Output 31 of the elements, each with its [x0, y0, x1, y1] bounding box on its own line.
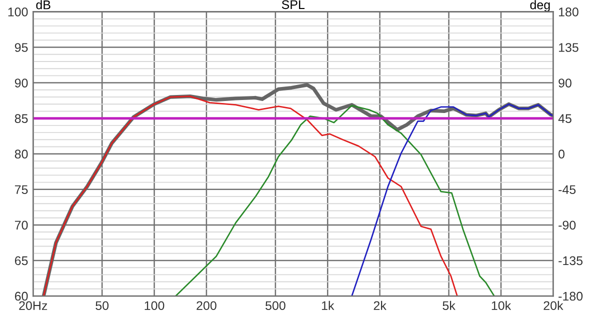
y-tick-label: 60 [14, 292, 28, 301]
y-tick-label: 90 [14, 78, 28, 88]
y-tick-label: 80 [14, 150, 28, 159]
y2-tick-label: -180 [558, 292, 583, 301]
y-tick-label: 85 [14, 114, 28, 123]
y2-tick-label: -135 [558, 256, 583, 266]
x-tick-label: 2k [374, 300, 386, 310]
x-tick-label: 500 [266, 301, 286, 310]
y-tick-label: 70 [14, 220, 28, 230]
x-tick-label: 5k [442, 300, 456, 310]
y2-tick-label: -45 [558, 185, 576, 194]
y-tick-label: 95 [14, 43, 28, 52]
x-tick-label: 1k [322, 300, 334, 310]
y2-tick-label: 0 [558, 150, 564, 159]
y2-tick-label: 180 [558, 8, 578, 16]
x-tick-label: 50 [96, 301, 109, 310]
y2-axis-title: deg [530, 0, 550, 12]
x-tick-label: 200 [196, 301, 216, 310]
y2-tick-label: 45 [558, 114, 572, 123]
y2-tick-label: -90 [558, 220, 576, 230]
chart-title: SPL [282, 0, 305, 10]
y-tick-label: 100 [8, 8, 28, 16]
y2-tick-label: 90 [558, 78, 572, 88]
y-tick-label: 75 [14, 185, 28, 194]
y-tick-label: 65 [14, 256, 28, 266]
x-tick-label: 20k [544, 300, 564, 310]
x-tick-label: 10k [492, 300, 512, 310]
y-axis-title: dB [36, 0, 50, 10]
x-tick-label: 20Hz [19, 301, 48, 310]
x-tick-label: 100 [144, 301, 164, 310]
y2-tick-label: 135 [558, 43, 578, 52]
